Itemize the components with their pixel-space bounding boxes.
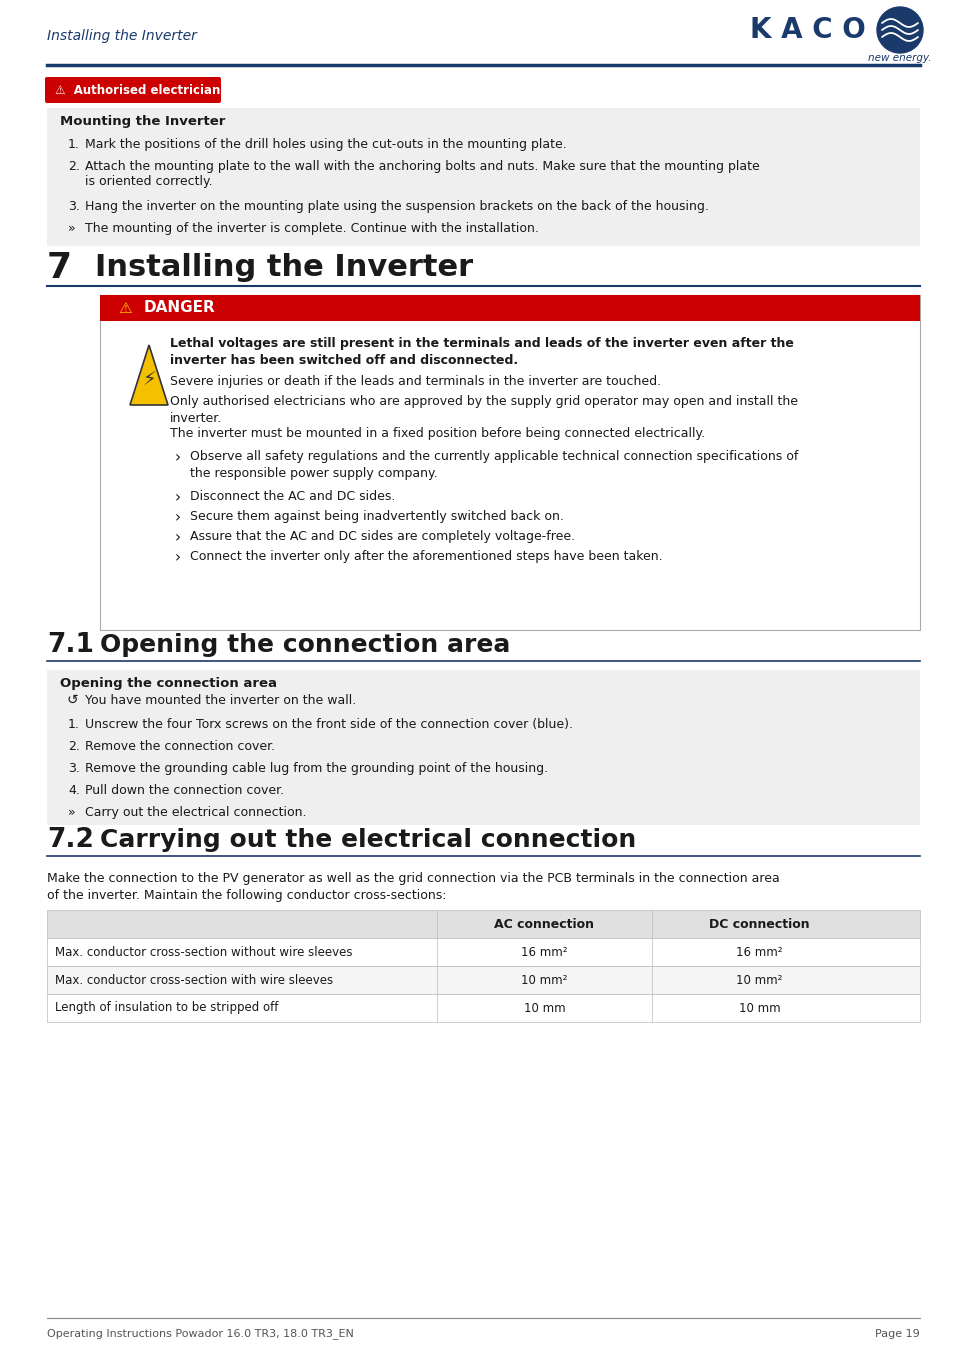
Text: Opening the connection area: Opening the connection area [100,633,510,657]
Text: 3.: 3. [68,761,80,775]
Text: Page 19: Page 19 [874,1328,919,1339]
Text: 10 mm: 10 mm [523,1002,565,1014]
Text: 10 mm²: 10 mm² [520,973,567,987]
Text: DC connection: DC connection [708,918,809,930]
Text: K A C O: K A C O [749,16,864,45]
Text: ›: › [174,490,181,505]
FancyBboxPatch shape [45,77,221,103]
Text: Only authorised electricians who are approved by the supply grid operator may op: Only authorised electricians who are app… [170,396,797,425]
Text: new energy.: new energy. [867,53,931,63]
Text: ↺: ↺ [67,693,78,707]
Text: Operating Instructions Powador 16.0 TR3, 18.0 TR3_EN: Operating Instructions Powador 16.0 TR3,… [47,1328,354,1339]
Text: ›: › [174,510,181,525]
Text: Remove the connection cover.: Remove the connection cover. [85,740,274,753]
FancyBboxPatch shape [47,938,919,967]
Text: ›: › [174,531,181,545]
Text: 10 mm: 10 mm [738,1002,780,1014]
FancyBboxPatch shape [47,910,919,938]
Text: ⚠  Authorised electrician: ⚠ Authorised electrician [55,84,220,96]
Text: Secure them against being inadvertently switched back on.: Secure them against being inadvertently … [190,510,563,522]
Text: 16 mm²: 16 mm² [736,945,781,958]
Text: Mounting the Inverter: Mounting the Inverter [60,115,225,127]
FancyBboxPatch shape [47,108,919,246]
Text: 3.: 3. [68,200,80,213]
Text: Max. conductor cross-section with wire sleeves: Max. conductor cross-section with wire s… [55,973,333,987]
Text: 1.: 1. [68,718,80,730]
Text: 4.: 4. [68,784,80,796]
Text: ›: › [174,549,181,566]
Text: Severe injuries or death if the leads and terminals in the inverter are touched.: Severe injuries or death if the leads an… [170,375,660,387]
Text: Mark the positions of the drill holes using the cut-outs in the mounting plate.: Mark the positions of the drill holes us… [85,138,566,151]
Text: Lethal voltages are still present in the terminals and leads of the inverter eve: Lethal voltages are still present in the… [170,338,793,367]
Text: 16 mm²: 16 mm² [520,945,567,958]
Text: Hang the inverter on the mounting plate using the suspension brackets on the bac: Hang the inverter on the mounting plate … [85,200,708,213]
Text: Carry out the electrical connection.: Carry out the electrical connection. [85,806,306,819]
Text: ⚠: ⚠ [118,301,132,316]
FancyBboxPatch shape [47,994,919,1022]
FancyBboxPatch shape [47,670,919,825]
Text: Remove the grounding cable lug from the grounding point of the housing.: Remove the grounding cable lug from the … [85,761,548,775]
Text: Length of insulation to be stripped off: Length of insulation to be stripped off [55,1002,278,1014]
Text: 1.: 1. [68,138,80,151]
Text: Installing the Inverter: Installing the Inverter [47,28,196,43]
Text: Disconnect the AC and DC sides.: Disconnect the AC and DC sides. [190,490,395,504]
Text: Unscrew the four Torx screws on the front side of the connection cover (blue).: Unscrew the four Torx screws on the fron… [85,718,573,730]
Text: Assure that the AC and DC sides are completely voltage-free.: Assure that the AC and DC sides are comp… [190,531,575,543]
Text: Connect the inverter only after the aforementioned steps have been taken.: Connect the inverter only after the afor… [190,549,662,563]
Text: DANGER: DANGER [144,301,215,316]
Text: Installing the Inverter: Installing the Inverter [95,254,473,282]
Text: Observe all safety regulations and the currently applicable technical connection: Observe all safety regulations and the c… [190,450,798,481]
Text: You have mounted the inverter on the wall.: You have mounted the inverter on the wal… [85,694,355,706]
Text: Pull down the connection cover.: Pull down the connection cover. [85,784,284,796]
Text: Attach the mounting plate to the wall with the anchoring bolts and nuts. Make su: Attach the mounting plate to the wall wi… [85,161,759,188]
Text: 7: 7 [47,251,72,285]
Text: Carrying out the electrical connection: Carrying out the electrical connection [100,828,636,852]
Text: 2.: 2. [68,740,80,753]
Text: ›: › [174,450,181,464]
Text: 7.2: 7.2 [47,828,93,853]
Text: 10 mm²: 10 mm² [736,973,781,987]
Text: The mounting of the inverter is complete. Continue with the installation.: The mounting of the inverter is complete… [85,221,538,235]
FancyBboxPatch shape [100,296,919,321]
Text: 2.: 2. [68,161,80,173]
Text: Opening the connection area: Opening the connection area [60,676,276,690]
Text: ⚡: ⚡ [142,370,155,390]
Text: »: » [68,221,75,235]
Text: Max. conductor cross-section without wire sleeves: Max. conductor cross-section without wir… [55,945,352,958]
Text: Make the connection to the PV generator as well as the grid connection via the P: Make the connection to the PV generator … [47,872,779,902]
Circle shape [876,7,923,53]
Text: AC connection: AC connection [494,918,594,930]
Polygon shape [130,346,168,405]
Text: The inverter must be mounted in a fixed position before being connected electric: The inverter must be mounted in a fixed … [170,427,704,440]
FancyBboxPatch shape [47,967,919,994]
Text: »: » [68,806,75,819]
Text: 7.1: 7.1 [47,632,94,657]
